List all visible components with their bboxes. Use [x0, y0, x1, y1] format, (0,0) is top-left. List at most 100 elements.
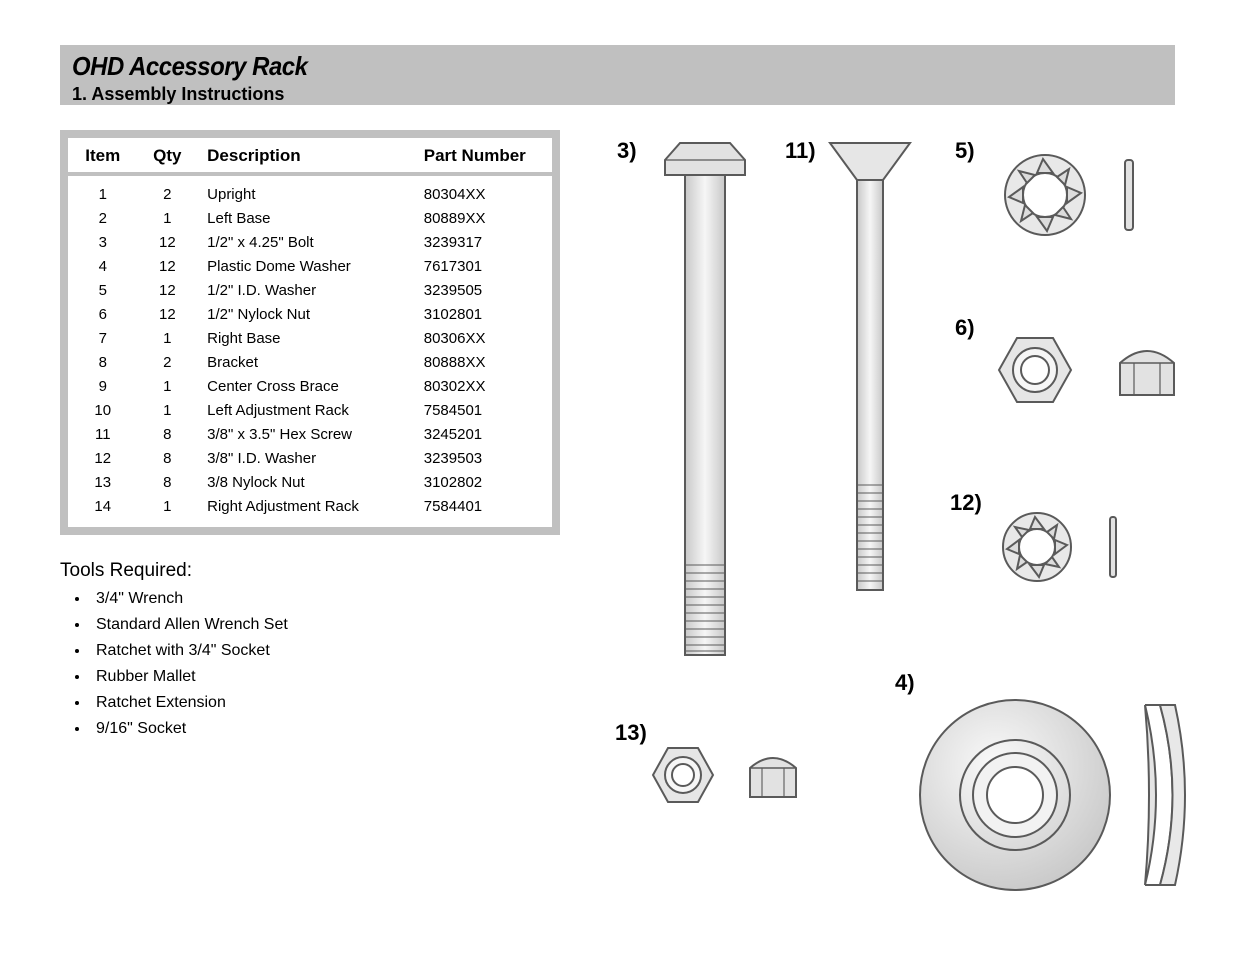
table-cell: 12: [138, 255, 198, 279]
table-cell: 1/2" Nylock Nut: [197, 303, 414, 327]
col-header-pn: Part Number: [414, 138, 552, 174]
table-cell: 2: [68, 207, 138, 231]
table-cell: 1/2" x 4.25" Bolt: [197, 231, 414, 255]
table-cell: 80306XX: [414, 327, 552, 351]
table-cell: 3239317: [414, 231, 552, 255]
callout-11: 11): [785, 138, 816, 164]
table-cell: 5: [68, 279, 138, 303]
table-cell: 6: [68, 303, 138, 327]
page: OHD Accessory Rack 1. Assembly Instructi…: [0, 0, 1235, 954]
table-cell: 12: [68, 447, 138, 471]
table-cell: Center Cross Brace: [197, 375, 414, 399]
table-cell: 3102802: [414, 471, 552, 495]
washer-5-icon: [995, 145, 1165, 245]
table-cell: 1: [138, 495, 198, 528]
illustration-area: 3) 11): [595, 120, 1185, 940]
table-cell: 1/2" I.D. Washer: [197, 279, 414, 303]
table-cell: Upright: [197, 174, 414, 207]
table-row: 91Center Cross Brace80302XX: [68, 375, 552, 399]
col-header-item: Item: [68, 138, 138, 174]
table-cell: 10: [68, 399, 138, 423]
nut-13-icon: [645, 735, 815, 815]
table-cell: 9: [68, 375, 138, 399]
table-cell: Bracket: [197, 351, 414, 375]
callout-5: 5): [955, 138, 975, 164]
table-row: 141Right Adjustment Rack7584401: [68, 495, 552, 528]
table-cell: 3239505: [414, 279, 552, 303]
table-cell: 12: [138, 279, 198, 303]
table-cell: Plastic Dome Washer: [197, 255, 414, 279]
table-row: 101Left Adjustment Rack7584501: [68, 399, 552, 423]
table-cell: 11: [68, 423, 138, 447]
bolt-3-icon: [655, 135, 755, 675]
table-cell: 1: [138, 375, 198, 399]
callout-3: 3): [617, 138, 637, 164]
table-header-row: Item Qty Description Part Number: [68, 138, 552, 174]
table-row: 21Left Base80889XX: [68, 207, 552, 231]
nut-6-icon: [990, 325, 1190, 415]
table-cell: 12: [138, 303, 198, 327]
table-row: 3121/2" x 4.25" Bolt3239317: [68, 231, 552, 255]
table-cell: 13: [68, 471, 138, 495]
table-cell: 3/8" x 3.5" Hex Screw: [197, 423, 414, 447]
list-item: Ratchet Extension: [90, 694, 540, 712]
table-cell: 12: [138, 231, 198, 255]
table-row: 71Right Base80306XX: [68, 327, 552, 351]
table-row: 1183/8" x 3.5" Hex Screw3245201: [68, 423, 552, 447]
list-item: Rubber Mallet: [90, 668, 540, 686]
section-subtitle: 1. Assembly Instructions: [72, 84, 1163, 105]
list-item: 9/16" Socket: [90, 720, 540, 738]
dome-washer-4-icon: [915, 685, 1195, 905]
tools-block: Tools Required: 3/4" Wrench Standard Alle…: [60, 560, 540, 746]
table-cell: 8: [138, 447, 198, 471]
table-cell: 2: [138, 174, 198, 207]
table-cell: 1: [68, 174, 138, 207]
table-cell: Right Base: [197, 327, 414, 351]
table-cell: 3: [68, 231, 138, 255]
table-row: 12Upright80304XX: [68, 174, 552, 207]
list-item: 3/4" Wrench: [90, 590, 540, 608]
table-cell: 2: [138, 351, 198, 375]
col-header-desc: Description: [197, 138, 414, 174]
washer-12-icon: [995, 505, 1145, 590]
table-cell: 3/8 Nylock Nut: [197, 471, 414, 495]
callout-6: 6): [955, 315, 975, 341]
table-cell: 4: [68, 255, 138, 279]
table-cell: Right Adjustment Rack: [197, 495, 414, 528]
table-row: 5121/2" I.D. Washer3239505: [68, 279, 552, 303]
screw-11-icon: [825, 135, 915, 605]
list-item: Standard Allen Wrench Set: [90, 616, 540, 634]
table-row: 82Bracket80888XX: [68, 351, 552, 375]
table-row: 6121/2" Nylock Nut3102801: [68, 303, 552, 327]
parts-table: Item Qty Description Part Number 12Uprig…: [68, 138, 552, 527]
table-cell: 3239503: [414, 447, 552, 471]
callout-13: 13): [615, 720, 647, 746]
table-cell: 80302XX: [414, 375, 552, 399]
table-cell: 3/8" I.D. Washer: [197, 447, 414, 471]
table-cell: 7617301: [414, 255, 552, 279]
parts-table-panel: Item Qty Description Part Number 12Uprig…: [60, 130, 560, 535]
table-cell: 14: [68, 495, 138, 528]
table-cell: Left Adjustment Rack: [197, 399, 414, 423]
table-row: 1383/8 Nylock Nut3102802: [68, 471, 552, 495]
table-cell: 7584501: [414, 399, 552, 423]
header-bar: OHD Accessory Rack 1. Assembly Instructi…: [60, 45, 1175, 105]
table-cell: 1: [138, 207, 198, 231]
col-header-qty: Qty: [138, 138, 198, 174]
table-cell: 7: [68, 327, 138, 351]
table-cell: 7584401: [414, 495, 552, 528]
table-cell: 1: [138, 327, 198, 351]
tools-heading: Tools Required:: [60, 560, 540, 582]
table-cell: 1: [138, 399, 198, 423]
list-item: Ratchet with 3/4" Socket: [90, 642, 540, 660]
table-cell: 3245201: [414, 423, 552, 447]
table-cell: 80304XX: [414, 174, 552, 207]
table-cell: 8: [138, 423, 198, 447]
page-title: OHD Accessory Rack: [72, 51, 1076, 82]
tools-list: 3/4" Wrench Standard Allen Wrench Set Ratc…: [90, 590, 540, 738]
table-row: 412Plastic Dome Washer7617301: [68, 255, 552, 279]
table-cell: 8: [68, 351, 138, 375]
table-cell: Left Base: [197, 207, 414, 231]
table-cell: 80888XX: [414, 351, 552, 375]
callout-12: 12): [950, 490, 982, 516]
